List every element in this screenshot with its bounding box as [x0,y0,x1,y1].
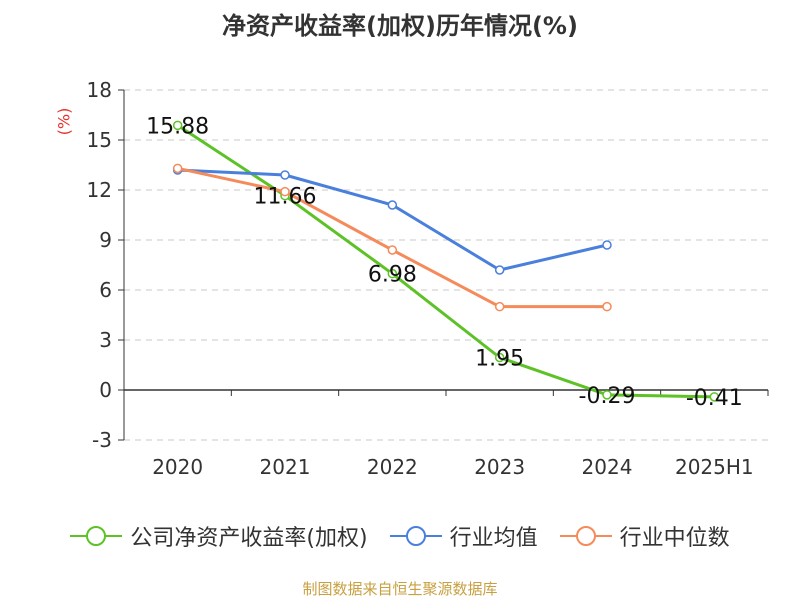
legend: 公司净资产收益率(加权) 行业均值 行业中位数 [0,520,800,552]
legend-swatch-company [70,526,123,546]
data-point-industry-median [602,301,612,312]
legend-label-industry-median: 行业中位数 [619,526,730,551]
y-tick-label: 15 [87,128,112,152]
data-label: -0.29 [579,384,636,409]
data-label: 6.98 [368,263,417,288]
x-tick-label: 2025H1 [675,455,754,479]
y-tick-label: 12 [87,178,112,202]
y-tick-label: 0 [99,378,112,402]
y-tick-label: 9 [99,228,112,252]
legend-item-industry-median[interactable]: 行业中位数 [559,520,730,552]
data-point-company [494,352,505,363]
data-point-industry-mean [602,240,612,250]
data-label: 11.66 [254,185,317,210]
data-label: 1.95 [475,347,524,372]
x-tick-label: 2024 [582,455,633,479]
data-point-industry-mean [494,265,505,275]
x-tick-label: 2022 [367,455,418,479]
legend-swatch-industry-median [559,526,612,546]
data-point-company [602,390,612,400]
legend-marker-company [86,526,107,546]
y-tick-label: -3 [92,428,112,452]
y-tick-label: 3 [99,328,112,352]
chart-title: 净资产收益率(加权)历年情况(%) [222,12,578,40]
legend-marker-industry-median [575,526,596,546]
series-line-industry-mean [177,168,608,272]
y-tick-label: 18 [87,78,112,102]
source-note: 制图数据来自恒生聚源数据库 [302,580,498,598]
data-label: 15.88 [146,114,209,139]
data-point-industry-median [280,186,290,197]
data-point-industry-mean [280,170,290,180]
data-point-industry-median [494,301,505,312]
y-tick-label: 6 [99,278,112,302]
x-tick-label: 2023 [474,455,525,479]
x-tick-label: 2021 [260,455,311,479]
data-label: -0.41 [686,386,743,411]
data-point-industry-median [172,163,183,174]
legend-marker-industry-mean [405,526,426,546]
legend-label-company: 公司净资产收益率(加权) [130,526,368,551]
data-point-company [709,392,720,402]
legend-item-company[interactable]: 公司净资产收益率(加权) [70,520,368,552]
data-point-industry-median [387,245,398,255]
x-tick-label: 2020 [152,455,203,479]
series-line-company [176,124,715,399]
legend-swatch-industry-mean [389,526,442,546]
legend-label-industry-mean: 行业均值 [449,526,538,551]
data-point-industry-mean [387,200,398,210]
data-point-company [172,120,183,131]
legend-item-industry-mean[interactable]: 行业均值 [389,520,538,552]
data-point-company [387,268,398,279]
